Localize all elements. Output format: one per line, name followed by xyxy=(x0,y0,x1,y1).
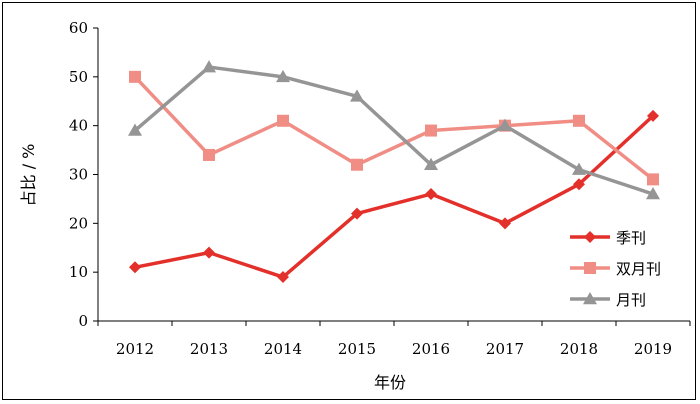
data-point xyxy=(351,158,363,171)
series-line xyxy=(133,75,655,181)
x-tick-label: 2018 xyxy=(560,340,598,358)
data-point xyxy=(202,60,216,73)
data-point xyxy=(425,188,437,201)
data-point xyxy=(276,69,290,83)
data-point xyxy=(647,173,659,186)
legend-label: 双月刊 xyxy=(616,260,661,278)
legend-marker xyxy=(584,231,596,243)
data-point xyxy=(203,148,215,161)
y-tick-label: 50 xyxy=(69,68,88,86)
y-tick-label: 40 xyxy=(69,117,88,135)
series-line xyxy=(134,114,655,279)
data-point xyxy=(573,114,585,127)
series-1 xyxy=(129,109,659,284)
x-tick-label: 2012 xyxy=(116,340,154,358)
data-point xyxy=(425,124,437,137)
x-axis-title: 年份 xyxy=(374,373,406,392)
series-group xyxy=(128,60,660,284)
data-point xyxy=(277,114,289,127)
data-point xyxy=(277,271,289,284)
x-tick-label: 2017 xyxy=(486,340,524,358)
axes xyxy=(93,27,691,326)
data-point xyxy=(424,157,438,170)
data-point xyxy=(647,109,659,122)
y-axis-title: 占比 / % xyxy=(19,144,38,207)
series-line xyxy=(133,65,654,196)
y-tick-label: 0 xyxy=(78,312,88,330)
x-tick-label: 2015 xyxy=(338,340,376,358)
data-point xyxy=(499,217,511,230)
legend-label: 月刊 xyxy=(616,291,646,309)
x-tick-label: 2016 xyxy=(412,340,450,358)
data-point xyxy=(572,162,586,175)
data-point xyxy=(498,118,512,131)
series-3 xyxy=(128,60,660,200)
data-point xyxy=(203,246,215,259)
legend-marker xyxy=(584,262,596,274)
legend-label: 季刊 xyxy=(616,229,646,247)
chart-frame xyxy=(2,2,696,400)
data-point xyxy=(351,207,363,220)
data-point xyxy=(128,123,142,136)
data-point xyxy=(129,261,141,274)
data-point xyxy=(129,70,141,83)
x-tick-label: 2013 xyxy=(190,340,228,358)
legend-item-3: 月刊 xyxy=(570,291,646,309)
y-tick-label: 10 xyxy=(69,263,88,281)
y-tick-label: 20 xyxy=(69,214,88,232)
legend-marker xyxy=(583,292,597,305)
x-tick-label: 2019 xyxy=(634,340,672,358)
data-point xyxy=(350,89,364,102)
data-point xyxy=(646,187,660,200)
legend-item-1: 季刊 xyxy=(570,229,646,247)
y-tick-label: 60 xyxy=(69,19,88,37)
data-point xyxy=(573,178,585,191)
y-tick-label: 30 xyxy=(69,166,88,184)
tick-labels: 0 10 20 30 40 50 60 2012 2013 2014 2015 2016 2017 201… xyxy=(69,19,672,358)
legend-item-2: 双月刊 xyxy=(570,260,661,278)
x-tick-label: 2014 xyxy=(264,340,302,358)
